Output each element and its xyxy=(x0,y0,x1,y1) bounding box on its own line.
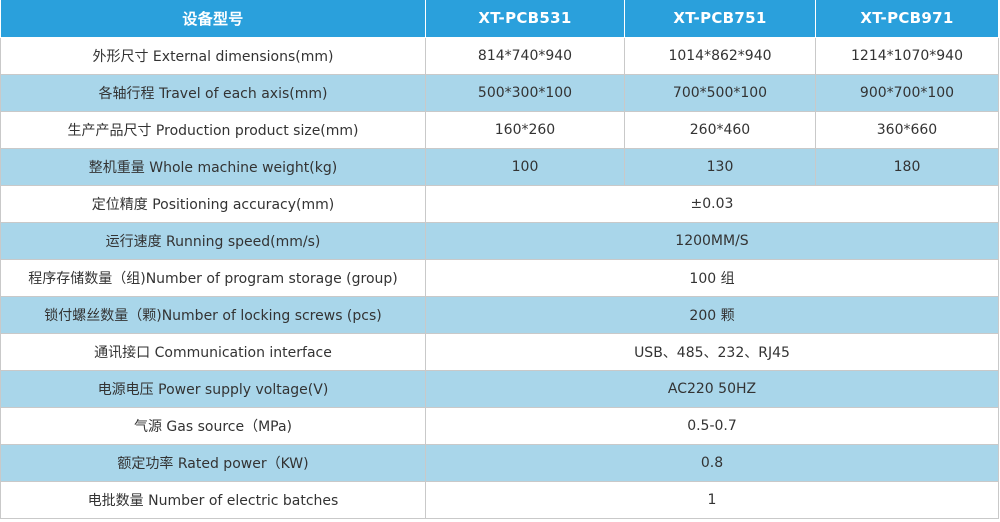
row-label: 整机重量 Whole machine weight(kg) xyxy=(0,147,426,186)
cell-value-shared: 0.8 xyxy=(425,443,999,482)
table-row: 通讯接口 Communication interface USB、485、232… xyxy=(0,332,999,371)
table-row: 电批数量 Number of electric batches 1 xyxy=(0,480,999,519)
cell-value-shared: 200 颗 xyxy=(425,295,999,334)
cell-value: 500*300*100 xyxy=(425,73,625,112)
row-label: 气源 Gas source（MPa) xyxy=(0,406,426,445)
table-row: 外形尺寸 External dimensions(mm) 814*740*940… xyxy=(0,36,999,75)
table-row: 各轴行程 Travel of each axis(mm) 500*300*100… xyxy=(0,73,999,112)
table-row: 程序存储数量（组)Number of program storage (grou… xyxy=(0,258,999,297)
cell-value-shared: USB、485、232、RJ45 xyxy=(425,332,999,371)
cell-value: 130 xyxy=(624,147,816,186)
row-label: 额定功率 Rated power（KW) xyxy=(0,443,426,482)
cell-value-shared: 100 组 xyxy=(425,258,999,297)
row-label: 通讯接口 Communication interface xyxy=(0,332,426,371)
header-model-2: XT-PCB751 xyxy=(624,0,816,38)
cell-value: 180 xyxy=(815,147,999,186)
table-row: 整机重量 Whole machine weight(kg) 100 130 18… xyxy=(0,147,999,186)
row-label: 外形尺寸 External dimensions(mm) xyxy=(0,36,426,75)
cell-value-shared: 1 xyxy=(425,480,999,519)
header-model-1: XT-PCB531 xyxy=(425,0,625,38)
cell-value: 814*740*940 xyxy=(425,36,625,75)
row-label: 各轴行程 Travel of each axis(mm) xyxy=(0,73,426,112)
header-model-3: XT-PCB971 xyxy=(815,0,999,38)
header-row: 设备型号 XT-PCB531 XT-PCB751 XT-PCB971 xyxy=(0,0,999,38)
cell-value: 1214*1070*940 xyxy=(815,36,999,75)
cell-value-shared: ±0.03 xyxy=(425,184,999,223)
row-label: 程序存储数量（组)Number of program storage (grou… xyxy=(0,258,426,297)
table-row: 额定功率 Rated power（KW) 0.8 xyxy=(0,443,999,482)
cell-value: 700*500*100 xyxy=(624,73,816,112)
cell-value: 1014*862*940 xyxy=(624,36,816,75)
table-row: 电源电压 Power supply voltage(V) AC220 50HZ xyxy=(0,369,999,408)
table-row: 运行速度 Running speed(mm/s) 1200MM/S xyxy=(0,221,999,260)
row-label: 定位精度 Positioning accuracy(mm) xyxy=(0,184,426,223)
cell-value: 100 xyxy=(425,147,625,186)
table-row: 气源 Gas source（MPa) 0.5-0.7 xyxy=(0,406,999,445)
cell-value: 260*460 xyxy=(624,110,816,149)
row-label: 电源电压 Power supply voltage(V) xyxy=(0,369,426,408)
row-label: 生产产品尺寸 Production product size(mm) xyxy=(0,110,426,149)
row-label: 锁付螺丝数量（颗)Number of locking screws (pcs) xyxy=(0,295,426,334)
row-label: 运行速度 Running speed(mm/s) xyxy=(0,221,426,260)
row-label: 电批数量 Number of electric batches xyxy=(0,480,426,519)
cell-value: 900*700*100 xyxy=(815,73,999,112)
header-model-label: 设备型号 xyxy=(0,0,426,38)
table-row: 锁付螺丝数量（颗)Number of locking screws (pcs) … xyxy=(0,295,999,334)
cell-value: 160*260 xyxy=(425,110,625,149)
cell-value-shared: 1200MM/S xyxy=(425,221,999,260)
cell-value-shared: AC220 50HZ xyxy=(425,369,999,408)
table-row: 生产产品尺寸 Production product size(mm) 160*2… xyxy=(0,110,999,149)
table-row: 定位精度 Positioning accuracy(mm) ±0.03 xyxy=(0,184,999,223)
cell-value-shared: 0.5-0.7 xyxy=(425,406,999,445)
cell-value: 360*660 xyxy=(815,110,999,149)
